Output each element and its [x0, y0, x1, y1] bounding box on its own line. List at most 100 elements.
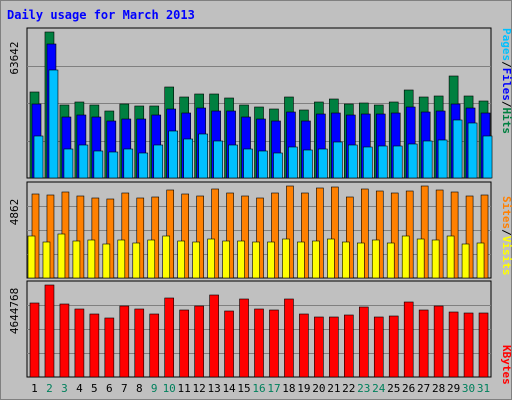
day-label-9: 9 [151, 382, 158, 395]
bar-kbytes-day-29 [448, 311, 459, 378]
bar-pages-day-13 [213, 140, 223, 179]
legend-item: Hits [500, 108, 512, 135]
bar-kbytes-day-19 [299, 313, 309, 378]
bar-visits-day-15 [237, 240, 245, 279]
bar-kbytes-day-26 [403, 301, 414, 378]
day-label-16: 16 [252, 382, 265, 395]
bar-pages-day-14 [228, 144, 238, 179]
bar-pages-day-2 [48, 69, 59, 179]
ymax-label: 63642 [8, 41, 21, 74]
bar-sites-day-9 [151, 196, 160, 279]
bar-kbytes-day-27 [418, 309, 429, 378]
bar-sites-day-10 [166, 189, 175, 279]
day-label-1: 1 [31, 382, 38, 395]
bar-kbytes-day-18 [284, 298, 294, 378]
bar-kbytes-day-28 [433, 305, 444, 378]
bar-visits-day-30 [461, 243, 470, 279]
bar-pages-day-21 [333, 141, 343, 179]
bar-visits-day-17 [267, 241, 275, 279]
bar-pages-day-4 [78, 144, 89, 179]
bar-sites-day-4 [76, 195, 85, 279]
chart-title: Daily usage for March 2013 [7, 8, 195, 22]
bar-visits-day-5 [87, 239, 96, 279]
bar-visits-day-29 [446, 235, 455, 279]
bar-sites-day-23 [360, 188, 369, 279]
bar-sites-day-26 [405, 190, 414, 279]
day-label-19: 19 [297, 382, 310, 395]
bar-pages-day-18 [288, 146, 298, 179]
day-label-22: 22 [342, 382, 355, 395]
bar-pages-day-1 [33, 135, 44, 179]
day-label-7: 7 [121, 382, 128, 395]
panel-kbytes: 4644768 KBytes [8, 280, 512, 385]
bar-sites-day-16 [256, 197, 264, 279]
day-label-12: 12 [193, 382, 206, 395]
bar-visits-day-19 [297, 241, 305, 279]
bar-pages-day-19 [303, 149, 313, 179]
bar-kbytes-day-21 [329, 316, 339, 378]
bar-visits-day-24 [371, 239, 380, 279]
bar-visits-day-8 [132, 242, 141, 279]
bar-pages-day-17 [273, 152, 283, 179]
bar-visits-day-31 [476, 242, 485, 279]
day-label-29: 29 [447, 382, 460, 395]
day-label-27: 27 [417, 382, 430, 395]
bar-pages-day-15 [243, 148, 253, 179]
bar-kbytes-day-12 [194, 305, 204, 378]
bar-visits-day-4 [72, 240, 81, 279]
bar-kbytes-day-9 [149, 313, 160, 378]
bar-sites-day-7 [121, 192, 130, 279]
bar-sites-day-30 [465, 195, 474, 279]
bar-kbytes-day-11 [179, 309, 189, 378]
bar-pages-day-9 [153, 144, 164, 179]
bar-sites-day-20 [316, 187, 324, 279]
bar-visits-day-27 [416, 238, 425, 279]
bar-visits-day-10 [162, 235, 171, 279]
day-label-30: 30 [462, 382, 475, 395]
day-label-10: 10 [163, 382, 176, 395]
bar-pages-day-27 [422, 140, 433, 179]
bar-visits-day-22 [342, 241, 350, 279]
bar-kbytes-day-30 [463, 312, 474, 378]
bar-sites-day-8 [136, 197, 145, 279]
legend-item: / [500, 229, 512, 236]
bar-sites-day-18 [286, 185, 294, 279]
day-label-23: 23 [357, 382, 370, 395]
bar-pages-day-11 [183, 138, 193, 179]
day-label-6: 6 [106, 382, 113, 395]
bar-kbytes-day-15 [239, 298, 249, 378]
bar-pages-day-12 [198, 133, 208, 179]
day-label-17: 17 [267, 382, 280, 395]
bar-kbytes-day-31 [478, 312, 489, 378]
bar-kbytes-day-8 [134, 308, 145, 378]
bar-pages-day-7 [123, 148, 134, 179]
bar-kbytes-day-1 [29, 302, 40, 378]
legend-item: Files [500, 68, 512, 101]
legend-item: / [500, 101, 512, 108]
bar-visits-day-26 [401, 235, 410, 279]
bar-sites-day-11 [181, 193, 189, 279]
ymax-label: 4644768 [8, 288, 21, 334]
bar-pages-day-29 [452, 119, 463, 179]
bar-visits-day-23 [356, 242, 365, 279]
bar-kbytes-day-6 [104, 317, 115, 378]
bar-visits-day-9 [147, 239, 156, 279]
bar-pages-day-24 [377, 145, 388, 179]
bar-sites-day-14 [226, 192, 234, 279]
bar-kbytes-day-4 [74, 308, 85, 378]
legend-usage: Pages/Files/Hits [500, 28, 512, 134]
bar-visits-day-6 [102, 243, 111, 279]
bar-kbytes-day-25 [388, 315, 399, 378]
bar-pages-day-16 [258, 150, 268, 179]
legend-sites-visits: Sites/Visits [500, 196, 512, 276]
day-labels: 1 2 3 4 5 6 7 8 9 10 11 12 13 14 15 16 17 18 19 20 21 22 23 24 2… [31, 382, 490, 395]
bar-kbytes-day-20 [314, 316, 324, 378]
bar-visits-day-18 [282, 238, 290, 279]
bar-sites-day-5 [91, 197, 100, 279]
bar-kbytes-day-5 [89, 313, 100, 378]
bar-sites-day-24 [375, 190, 384, 279]
bar-sites-day-22 [346, 196, 354, 279]
bar-visits-day-11 [177, 240, 185, 279]
legend-item: / [500, 61, 512, 68]
